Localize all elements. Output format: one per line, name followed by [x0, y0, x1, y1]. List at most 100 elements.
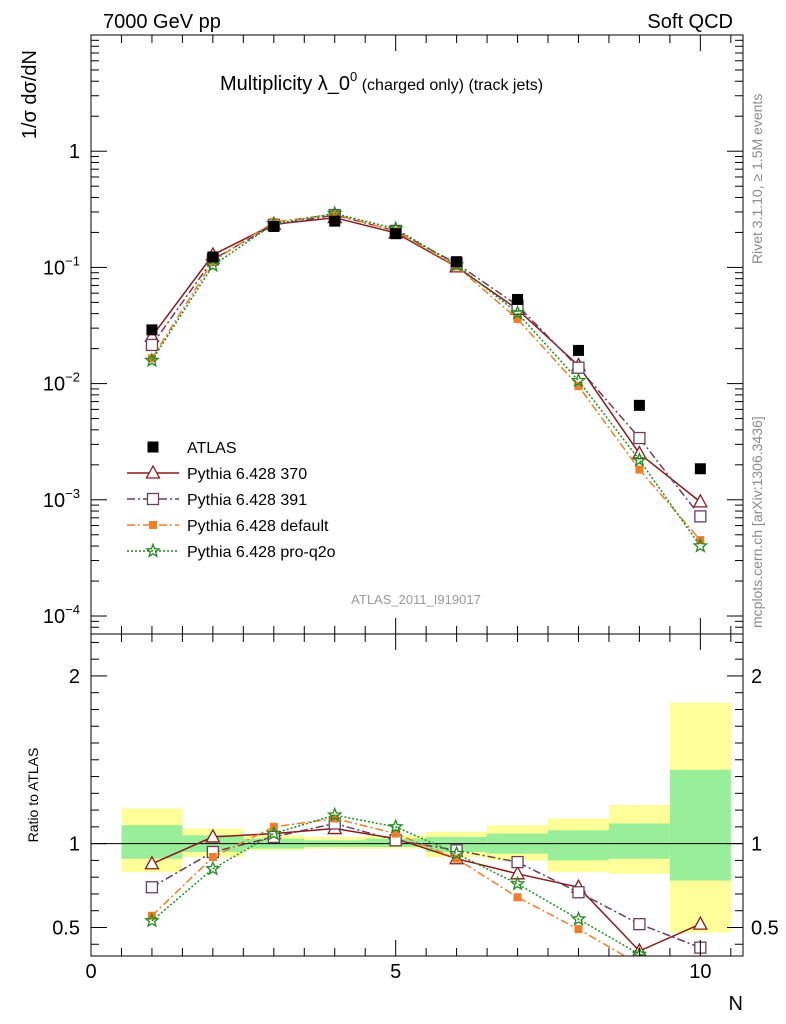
- ratio-data-point: [208, 853, 217, 862]
- main-data-point: [572, 361, 585, 374]
- ratio-series-line: [151, 817, 627, 956]
- main-data-point: [509, 304, 526, 320]
- main-data-point: [574, 382, 583, 391]
- ratio-data-point: [509, 875, 526, 891]
- main-series-layer: [144, 205, 709, 553]
- legend-marker: [145, 464, 161, 479]
- main-data-point: [692, 537, 709, 553]
- main-data-point: [390, 228, 402, 240]
- ratio-series-3: [144, 806, 648, 956]
- legend-label: Pythia 6.428 391: [187, 492, 307, 509]
- main-data-point: [146, 324, 158, 336]
- ratio-data-point: [574, 925, 583, 934]
- ratio-series-line: [151, 827, 701, 952]
- ratio-xtick-label: 0: [85, 961, 96, 983]
- ratio-ytick-label: 0.5: [52, 917, 80, 939]
- main-data-point: [512, 293, 524, 305]
- ratio-data-point: [692, 915, 708, 930]
- ratio-series-line: [151, 814, 647, 956]
- main-ytick-label: 10−1: [43, 253, 80, 279]
- plot-title-sup: 0: [350, 69, 357, 84]
- header-right: Soft QCD: [647, 11, 733, 33]
- plot-title-rest: (charged only) (track jets): [357, 77, 543, 94]
- main-ytick-label: 1: [69, 141, 80, 163]
- legend-marker: [149, 521, 157, 529]
- ratio-band-green: [548, 830, 609, 861]
- ratio-data-point: [145, 881, 159, 894]
- legend: ATLAS Pythia 6.428 370 Pythia 6.428 391 Pyt…: [127, 440, 336, 561]
- main-series-line: [151, 216, 701, 503]
- mcplots-label: mcplots.cern.ch [arXiv:1306.3436]: [749, 416, 765, 628]
- main-series-line: [151, 212, 701, 547]
- main-ytick-label: 10−4: [43, 602, 80, 628]
- main-data-point: [631, 451, 648, 467]
- legend-label: ATLAS: [187, 440, 237, 457]
- main-data-point: [147, 354, 156, 363]
- ratio-data-point: [631, 945, 648, 956]
- ratio-data-point: [387, 818, 404, 834]
- main-data-point: [144, 352, 160, 368]
- ratio-ylabel: Ratio to ATLAS: [25, 748, 41, 843]
- ratio-xtick-label: 10: [689, 961, 711, 983]
- main-data-point: [268, 220, 280, 232]
- ratio-ytick-label-right: 0.5: [751, 917, 779, 939]
- ratio-band-green: [669, 769, 731, 881]
- main-data-point: [572, 344, 584, 356]
- ratio-axis-ticks: 0.5 0.5 1 1 2 2 0 5 10: [52, 634, 779, 983]
- main-data-point: [570, 372, 587, 388]
- main-data-point: [694, 510, 707, 523]
- main-data-point: [513, 314, 522, 323]
- ratio-band-green: [608, 823, 670, 859]
- legend-marker: [146, 492, 160, 506]
- legend-marker: [147, 441, 159, 453]
- legend-marker: [145, 542, 161, 558]
- ratio-data-point: [570, 910, 587, 926]
- main-ytick-label: 10−2: [43, 370, 80, 396]
- ratio-data-point: [205, 860, 221, 876]
- ratio-data-point: [144, 855, 160, 870]
- ratio-ytick-label-right: 1: [751, 834, 762, 856]
- main-data-point: [694, 463, 706, 475]
- plot-title: Multiplicity λ_00 (charged only) (track …: [220, 69, 543, 95]
- main-data-point: [145, 338, 159, 352]
- rivet-label: Rivet 3.1.10, ≥ 1.5M events: [749, 94, 765, 264]
- ratio-data-point: [326, 806, 343, 822]
- main-data-point: [692, 493, 708, 508]
- ratio-data-point: [635, 960, 643, 968]
- main-axis-ticks: 1 10−1 10−2 10−3 10−4: [43, 34, 743, 635]
- analysis-watermark: ATLAS_2011_I919017: [351, 592, 481, 607]
- ratio-ytick-label: 1: [69, 834, 80, 856]
- ratio-data-point: [448, 845, 465, 861]
- plot-title-main: Multiplicity λ_0: [220, 73, 350, 95]
- ratio-data-point: [513, 893, 522, 902]
- legend-label: Pythia 6.428 370: [187, 466, 307, 483]
- ratio-xlabel: N: [729, 993, 743, 1015]
- header-left: 7000 GeV pp: [103, 11, 221, 33]
- ratio-data-point: [511, 855, 524, 869]
- legend-item: Pythia 6.428 pro-q2o: [127, 542, 336, 561]
- main-data-point: [633, 431, 646, 445]
- ratio-ytick-label: 2: [69, 666, 80, 688]
- ratio-band-green: [121, 825, 183, 859]
- ratio-data-point: [633, 917, 646, 931]
- ratio-data-point: [265, 825, 282, 841]
- main-data-point: [204, 257, 221, 273]
- ratio-data-point: [144, 912, 160, 928]
- legend-item: Pythia 6.428 default: [127, 518, 329, 535]
- main-series-1: [144, 209, 708, 508]
- legend-label: Pythia 6.428 default: [187, 518, 329, 535]
- ratio-xtick-label: 5: [390, 961, 401, 983]
- main-ylabel: 1/σ dσ/dN: [19, 50, 41, 139]
- main-ytick-label: 10−3: [43, 486, 80, 512]
- main-series-line: [151, 213, 701, 541]
- main-data-point: [329, 215, 341, 227]
- legend-item: Pythia 6.428 391: [127, 492, 307, 509]
- main-data-point: [635, 465, 644, 474]
- ratio-series-1: [145, 817, 707, 954]
- ratio-frame: [90, 633, 744, 957]
- main-data-point: [451, 256, 463, 268]
- ratio-data-point: [205, 828, 221, 843]
- ratio-data-point: [572, 886, 585, 899]
- ratio-data-point: [391, 829, 400, 838]
- ratio-ytick-label-right: 2: [751, 666, 762, 688]
